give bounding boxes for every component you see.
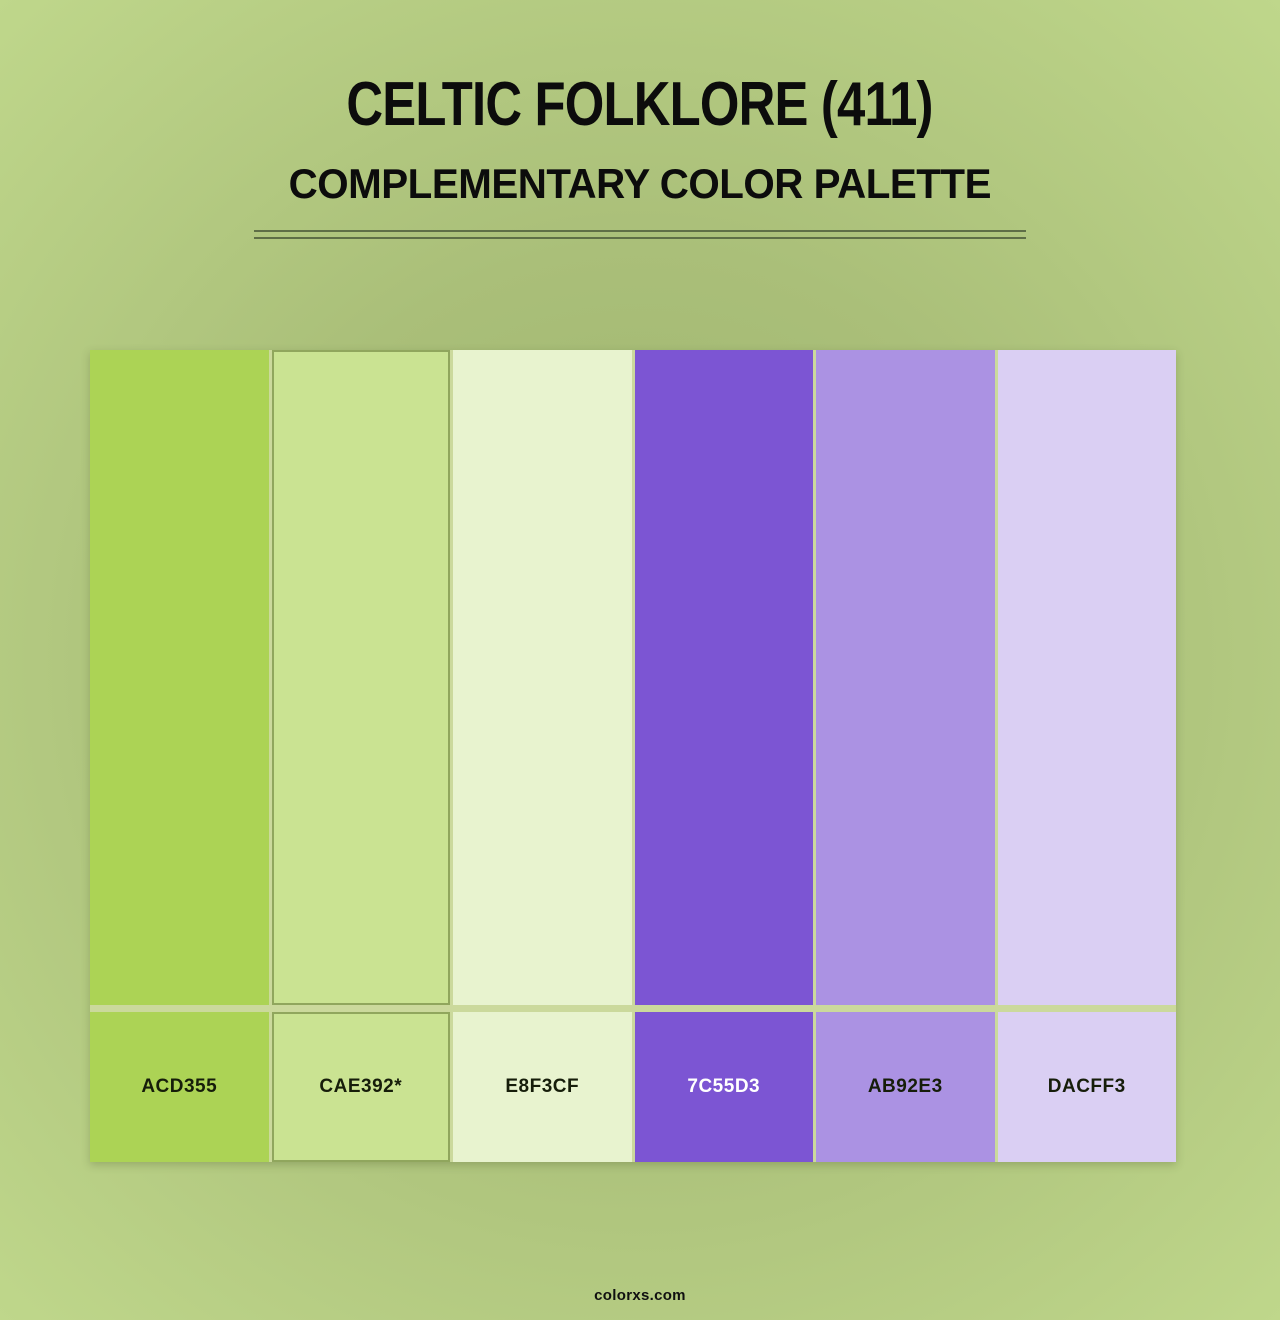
swatch-color-7c55d3 <box>634 350 813 1005</box>
footer-watermark: colorxs.com <box>594 1287 686 1304</box>
page-title-text: CELTIC FOLKLORE (411) <box>346 70 934 139</box>
color-palette-grid: ACD355 CAE392* E8F3CF 7C55D3 AB92E3 DACFF3 <box>90 350 1176 1162</box>
swatch-hex-label-acd355: ACD355 <box>90 1012 269 1162</box>
swatch-hex-label-ab92e3: AB92E3 <box>816 1012 995 1162</box>
page-subtitle-text: COMPLEMENTARY COLOR PALETTE <box>288 160 992 207</box>
swatch-hex-label-e8f3cf: E8F3CF <box>453 1012 632 1162</box>
swatch-color-acd355 <box>90 350 269 1005</box>
header-separator-rule <box>254 230 1026 239</box>
swatch-color-e8f3cf <box>453 350 632 1005</box>
swatch-color-cae392 <box>271 350 450 1005</box>
swatch-hex-label-cae392: CAE392* <box>271 1012 450 1162</box>
swatch-hex-label-dacff3: DACFF3 <box>997 1012 1176 1162</box>
swatch-color-dacff3 <box>997 350 1176 1005</box>
page-subtitle: COMPLEMENTARY COLOR PALETTE <box>0 163 1280 205</box>
page-title: CELTIC FOLKLORE (411) <box>0 74 1280 136</box>
swatch-color-ab92e3 <box>816 350 995 1005</box>
swatch-hex-label-7c55d3: 7C55D3 <box>634 1012 813 1162</box>
